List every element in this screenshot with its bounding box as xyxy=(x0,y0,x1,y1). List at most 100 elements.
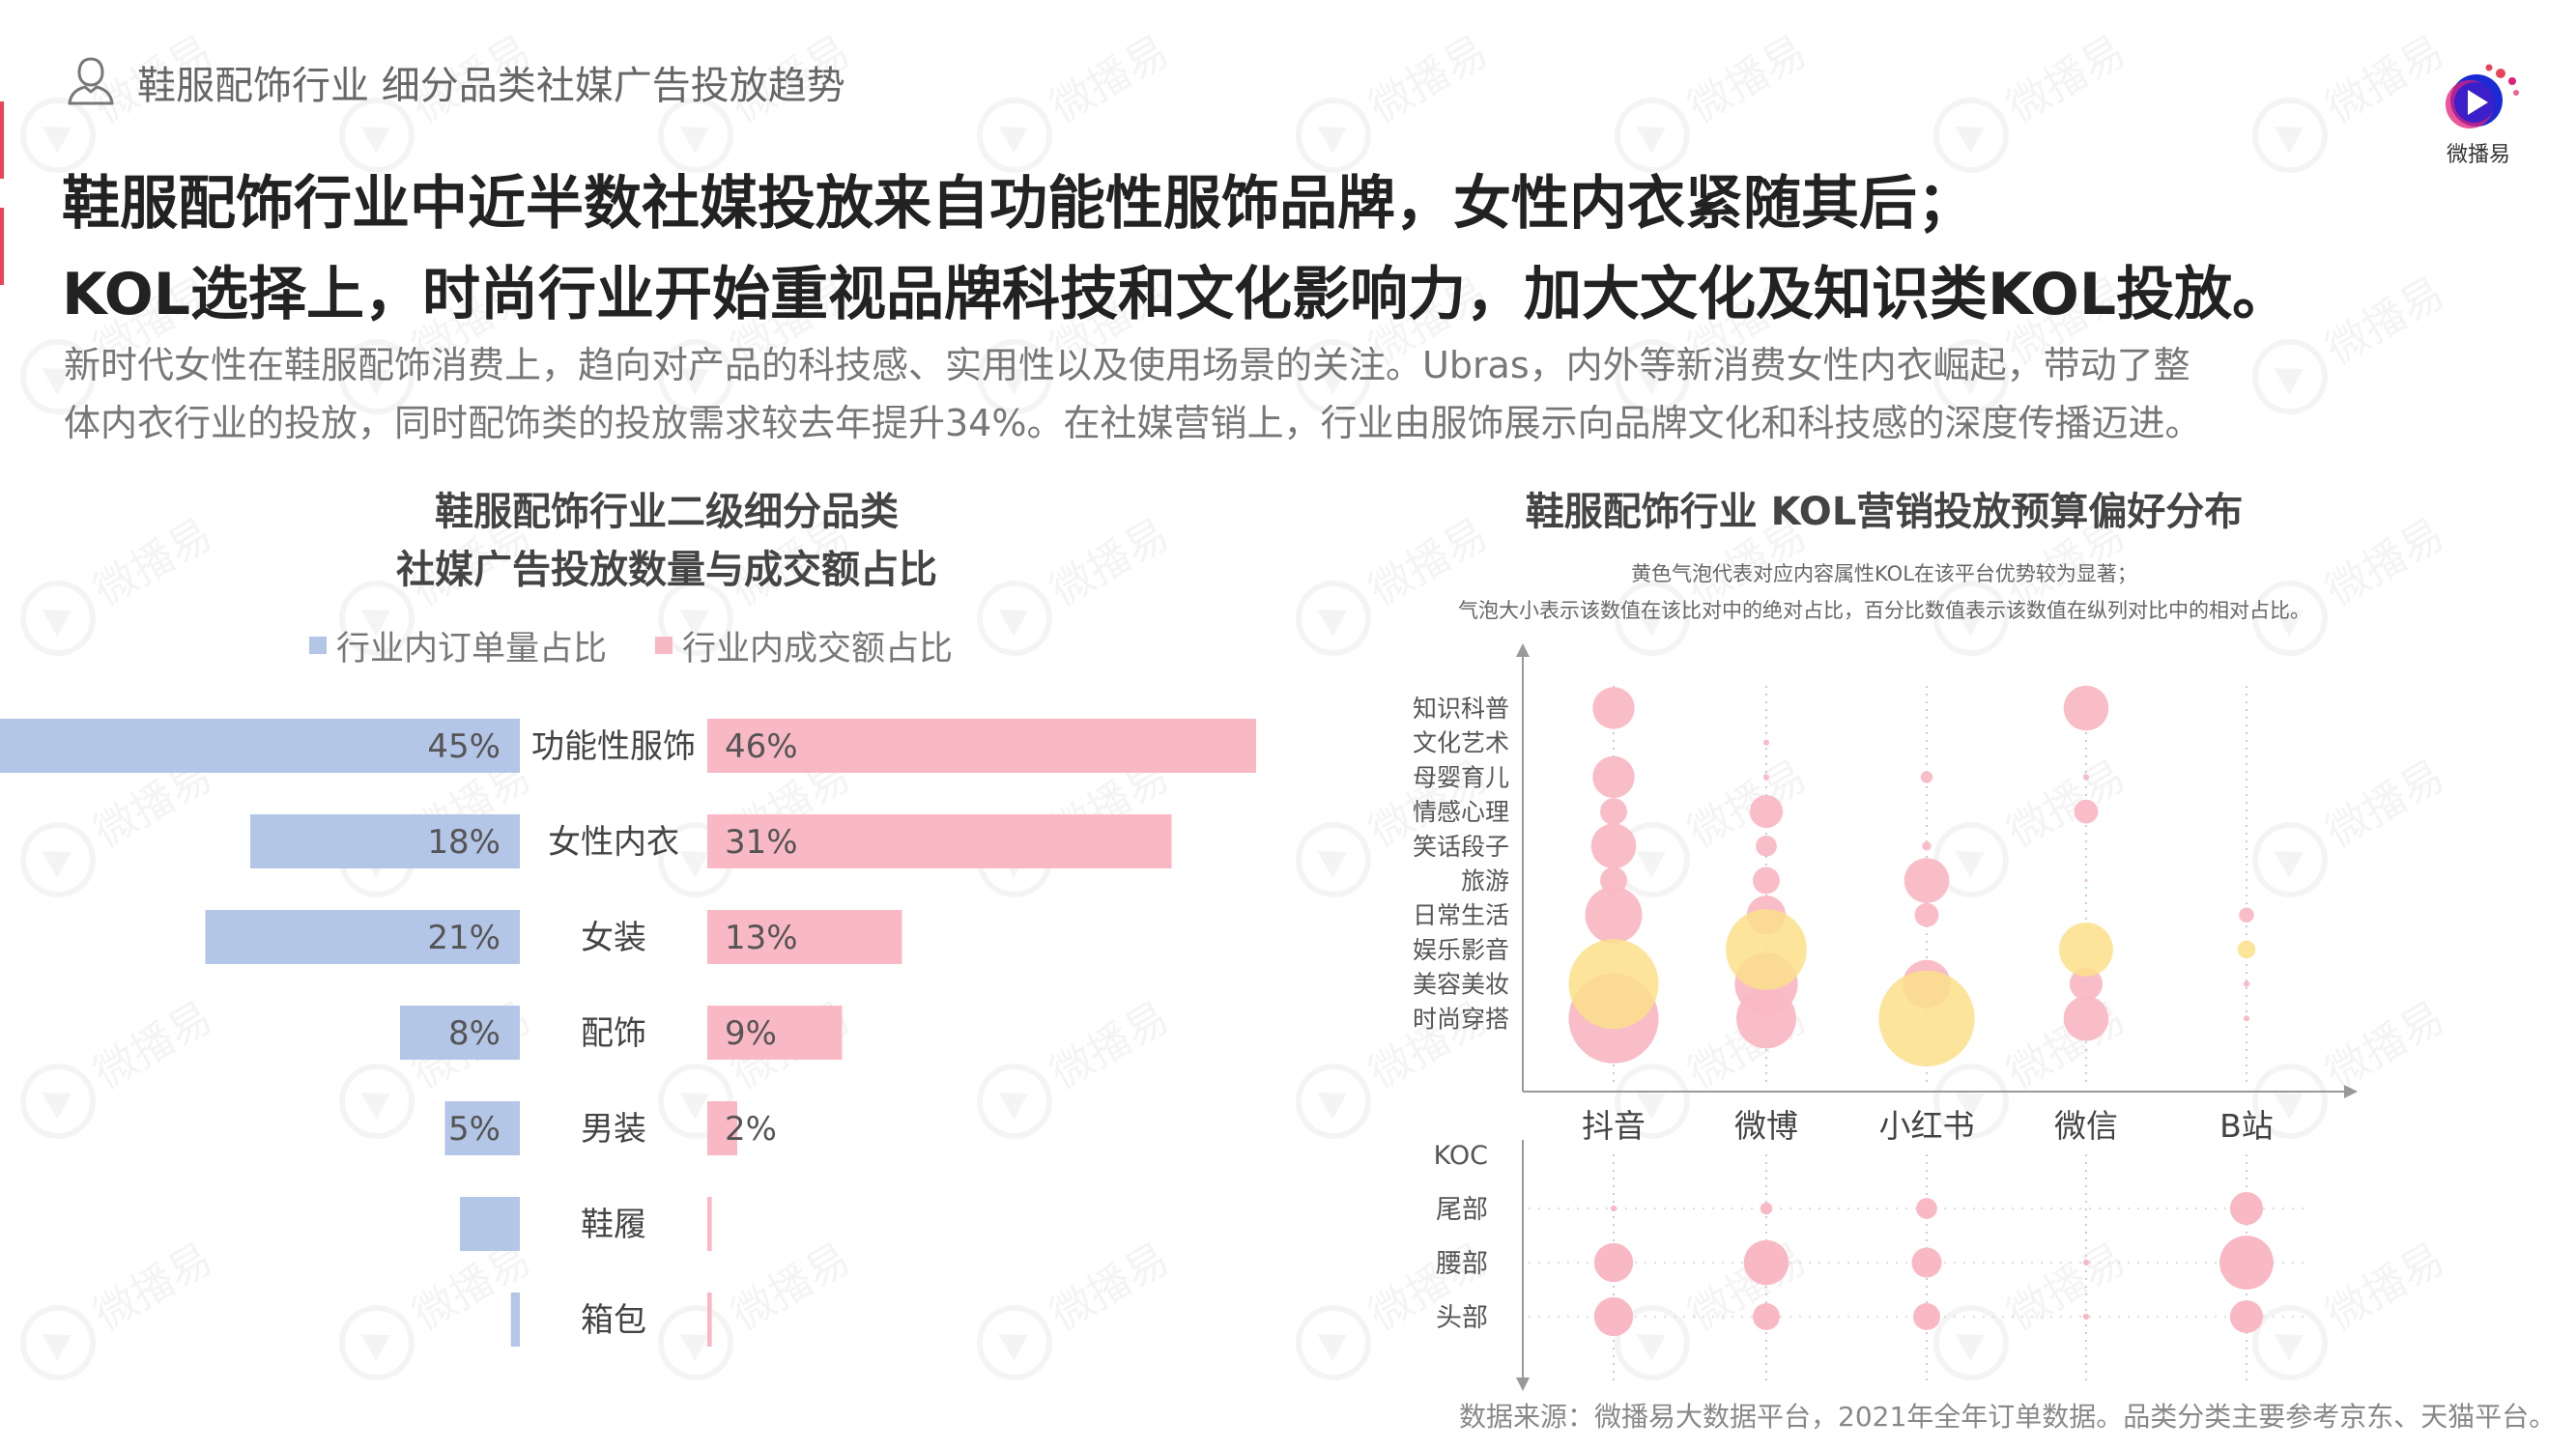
x-axis-arrow-icon xyxy=(2344,1085,2358,1098)
bar-gmv-share xyxy=(707,1293,712,1347)
watermark-ring xyxy=(2252,98,2328,173)
category-label: 旅游 xyxy=(1461,867,1509,895)
brand-logo: 微播易 xyxy=(2416,58,2541,174)
bubble xyxy=(1600,867,1627,895)
bubble xyxy=(1914,902,1939,927)
section-tag-label: 鞋服配饰行业 细分品类社媒广告投放趋势 xyxy=(137,64,845,108)
watermark-play-glyph xyxy=(360,127,390,154)
bar-chart-title-line: 鞋服配饰行业二级细分品类 xyxy=(435,490,899,534)
bar-gmv-share xyxy=(707,719,1256,773)
kol-bubble xyxy=(1753,1303,1780,1330)
kol-bubble xyxy=(2219,1236,2274,1290)
intro-paragraph: 新时代女性在鞋服配饰消费上，趋向对产品的科技感、实用性以及使用场景的关注。Ubr… xyxy=(64,336,2402,452)
bubble xyxy=(1753,867,1780,895)
bubble xyxy=(1749,795,1784,829)
kol-bubble xyxy=(2082,1313,2090,1321)
bubble xyxy=(1922,841,1932,851)
kol-bubble xyxy=(1913,1303,1940,1330)
category-label: 知识科普 xyxy=(1413,695,1509,723)
bubble xyxy=(1756,835,1777,857)
bar-gmv-share xyxy=(707,1197,712,1251)
bubble xyxy=(2063,996,2109,1041)
bar-row: 功能性服饰 45% 46% xyxy=(0,719,1256,773)
watermark-text: 微播易 xyxy=(86,509,221,615)
bubble-highlight xyxy=(1726,909,1807,990)
platform-label: B站 xyxy=(2219,1107,2274,1145)
watermark-text: 微播易 xyxy=(1999,26,2134,132)
bubble xyxy=(1592,755,1635,799)
platform-label: 小红书 xyxy=(1879,1107,1975,1145)
category-label: 女装 xyxy=(581,919,646,957)
bubble xyxy=(1592,687,1635,729)
data-label-order-share: 5% xyxy=(448,1110,501,1149)
section-tag: 鞋服配饰行业 细分品类社媒广告投放趋势 xyxy=(64,53,845,111)
legend-item-order-share: 行业内订单量占比 xyxy=(309,621,607,670)
watermark-play-glyph xyxy=(2274,127,2304,154)
headline-line-1: 鞋服配饰行业中近半数社媒投放来自功能性服饰品牌，女性内衣紧随其后； xyxy=(62,170,1975,238)
category-label: 情感心理 xyxy=(1413,798,1509,826)
bar-gmv-share xyxy=(707,1101,737,1155)
kol-bubble xyxy=(1916,1198,1937,1219)
kol-level-label: 头部 xyxy=(1436,1303,1488,1333)
kol-level-label: KOC xyxy=(1434,1141,1488,1171)
category-label: 母婴育儿 xyxy=(1413,763,1509,791)
bubble xyxy=(2074,799,2099,824)
user-outline-icon xyxy=(64,53,118,111)
bar-row: 女装 21% 13% xyxy=(205,910,902,964)
bubble xyxy=(2084,878,2088,883)
category-label: 美容美妆 xyxy=(1413,971,1509,999)
accent-bar xyxy=(0,101,4,179)
bar-chart-title: 鞋服配饰行业二级细分品类 社媒广告投放数量与成交额占比 xyxy=(232,483,1102,599)
y-axis-arrow-icon xyxy=(1516,643,1530,657)
bar-order-share xyxy=(444,1101,520,1155)
bubble xyxy=(2063,685,2109,731)
bubble-highlight xyxy=(2237,940,2256,959)
legend-label: 行业内订单量占比 xyxy=(336,629,608,668)
watermark-text: 微播易 xyxy=(1361,26,1497,132)
category-label: 时尚穿搭 xyxy=(1413,1005,1509,1033)
data-label-gmv-share: 46% xyxy=(725,727,798,766)
legend-item-gmv-share: 行业内成交额占比 xyxy=(655,621,953,670)
legend-swatch xyxy=(655,637,673,654)
bubble-highlight xyxy=(2059,923,2113,977)
bubble xyxy=(2243,980,2250,987)
watermark-play-glyph xyxy=(42,610,72,637)
bar-row: 男装 5% 2% xyxy=(444,1101,777,1155)
bar-order-share xyxy=(0,719,520,773)
watermark-play-glyph xyxy=(1317,127,1347,154)
bubble xyxy=(1762,774,1770,781)
watermark-play-glyph xyxy=(42,127,72,154)
category-label: 文化艺术 xyxy=(1413,729,1509,757)
category-label: 日常生活 xyxy=(1413,901,1509,929)
data-label-order-share: 8% xyxy=(448,1014,501,1053)
bubble-chart-title: 鞋服配饰行业 KOL营销投放预算偏好分布 xyxy=(1525,490,2244,534)
bubble xyxy=(1600,798,1627,826)
bar-order-share xyxy=(205,910,520,964)
kol-level-label: 尾部 xyxy=(1436,1195,1488,1225)
data-label-order-share: 18% xyxy=(427,823,501,862)
logo-text: 微播易 xyxy=(2446,143,2510,167)
data-label-gmv-share: 9% xyxy=(725,1014,777,1053)
play-logo-icon xyxy=(2446,64,2519,128)
bubble xyxy=(2243,1015,2250,1022)
kol-bubble xyxy=(2082,1259,2090,1266)
bar-row: 女性内衣 18% 31% xyxy=(250,814,1172,868)
kol-bubble xyxy=(1593,1242,1634,1283)
bubble xyxy=(1736,988,1796,1049)
watermark-play-glyph xyxy=(679,127,709,154)
bar-chart-title-line: 社媒广告投放数量与成交额占比 xyxy=(396,548,937,592)
bar-row: 箱包 xyxy=(510,1293,712,1347)
platform-label: 微博 xyxy=(1734,1107,1798,1145)
butterfly-bar-chart: 功能性服饰 45% 46% 女性内衣 18% 31% 女装 21% 13% 配饰 8% 9% 男装 5% 2… xyxy=(0,719,1256,1347)
category-label: 配饰 xyxy=(581,1014,646,1053)
category-label: 娱乐影音 xyxy=(1413,936,1509,964)
intro-line: 新时代女性在鞋服配饰消费上，趋向对产品的科技感、实用性以及使用场景的关注。Ubr… xyxy=(64,344,2190,386)
kol-axis-arrow-icon xyxy=(1516,1378,1530,1391)
bar-gmv-share xyxy=(707,814,1172,868)
bubble-highlight xyxy=(1568,939,1659,1030)
data-label-gmv-share: 2% xyxy=(725,1110,777,1149)
bar-row: 鞋履 xyxy=(460,1197,712,1251)
watermark-play-glyph xyxy=(1955,127,1985,154)
bubble-chart-note: 黄色气泡代表对应内容属性KOL在该平台优势较为显著； 气泡大小表示该数值在该比对… xyxy=(1401,555,2367,629)
bubble xyxy=(1762,739,1770,746)
